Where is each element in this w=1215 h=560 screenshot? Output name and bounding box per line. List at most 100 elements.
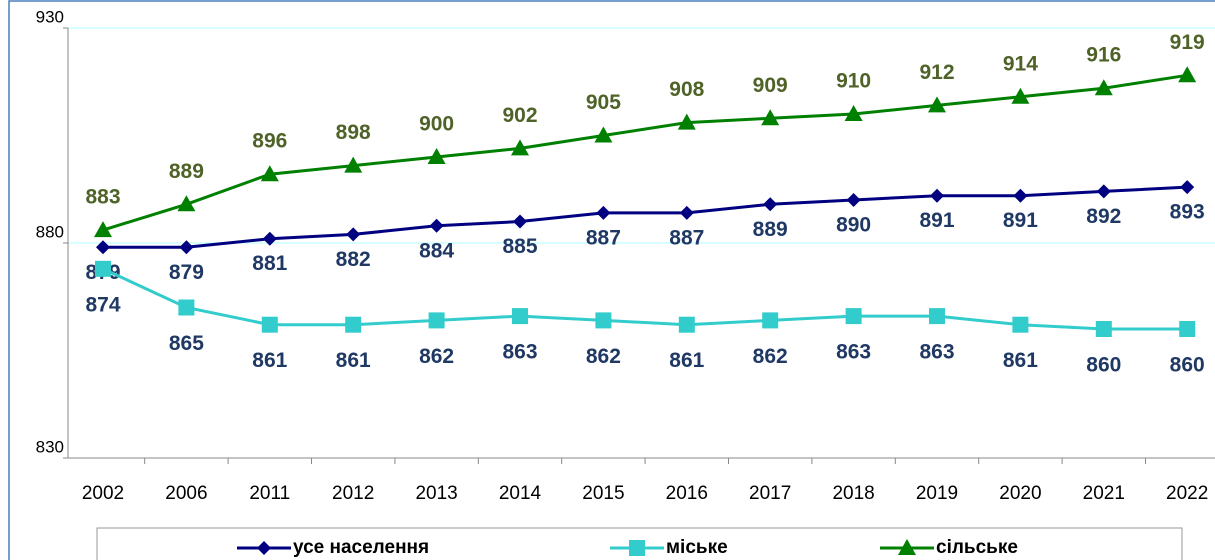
data-label: 861 [252,349,287,372]
data-label: 863 [502,341,537,364]
data-label: 914 [1003,52,1038,75]
x-tick-label: 2006 [165,483,207,504]
data-label: 883 [85,186,120,209]
data-label: 874 [85,293,120,316]
data-point [427,148,446,164]
data-label: 861 [336,349,371,372]
data-point [95,260,111,277]
legend-label: усе населення [293,537,429,558]
data-label: 881 [252,252,287,275]
data-label: 909 [753,74,788,97]
data-label: 898 [336,121,371,144]
data-label: 860 [1170,354,1205,377]
x-tick-label: 2012 [332,483,374,504]
data-point [928,96,946,113]
data-point [511,139,529,156]
data-label: 891 [919,209,954,232]
data-label: 905 [586,91,621,114]
data-point [1094,79,1113,96]
chart-border [8,0,1215,560]
series-line [103,185,1188,249]
data-point [1179,321,1196,337]
data-label: 919 [1170,31,1205,54]
data-label: 863 [836,341,871,364]
legend-marker [629,540,645,556]
data-point [179,240,194,255]
data-label: 862 [586,345,621,368]
data-point [763,197,778,212]
legend-label: сільське [936,537,1018,558]
x-tick-label: 2017 [749,483,791,504]
data-label: 860 [1086,354,1121,377]
data-point [344,156,363,173]
data-label: 890 [836,214,871,237]
data-point [513,214,527,229]
data-point [679,205,694,220]
x-tick-label: 2018 [832,483,874,504]
data-label: 896 [252,130,287,153]
legend-marker [898,539,916,555]
data-point [1178,66,1197,83]
legend-marker [257,541,271,555]
data-label: 882 [336,248,371,271]
data-point [346,227,361,242]
y-tick-label: 830 [36,437,64,456]
data-point [260,165,279,182]
data-label: 884 [419,239,454,262]
data-point [345,316,362,333]
data-label: 912 [919,61,954,84]
data-label: 916 [1086,44,1121,67]
y-tick-label: 880 [36,222,64,241]
data-point [429,218,444,233]
series-line [102,267,1188,331]
legend-label: міське [666,537,728,558]
data-point [96,240,110,255]
data-point [1095,321,1112,337]
data-point [846,193,861,207]
data-point [178,299,195,316]
x-tick-label: 2015 [582,483,624,504]
data-point [594,126,613,143]
data-label: 861 [1003,349,1038,372]
data-point [1012,316,1029,333]
data-point [678,316,695,333]
data-point [845,308,862,325]
data-point [512,308,528,325]
data-label: 893 [1170,201,1205,224]
data-label: 889 [169,160,204,183]
x-tick-label: 2016 [666,483,708,504]
data-point [94,221,112,238]
x-tick-label: 2011 [249,483,290,504]
data-label: 887 [669,226,704,249]
data-point [261,316,278,333]
data-point [177,195,196,212]
x-tick-label: 2020 [999,483,1041,504]
data-label: 900 [419,113,454,136]
data-label: 879 [169,261,204,284]
data-label: 887 [586,226,621,249]
data-label: 885 [502,235,537,258]
data-point [1013,188,1028,203]
x-tick-label: 2021 [1083,483,1125,504]
data-label: 910 [836,70,871,93]
data-point [929,308,945,325]
data-label: 862 [419,345,454,368]
data-label: 865 [169,332,204,355]
data-point [930,188,944,203]
data-label: 862 [753,345,788,368]
data-point [762,312,779,329]
data-point [1011,87,1030,104]
x-tick-label: 2013 [415,483,457,504]
x-tick-label: 2002 [82,483,124,504]
data-point [428,312,445,329]
data-point [844,105,863,121]
data-point [1180,180,1195,195]
data-label: 902 [502,104,537,127]
data-label: 891 [1003,209,1038,232]
x-tick-label: 2014 [499,483,542,504]
y-tick-label: 930 [36,7,64,26]
data-point [677,113,696,130]
data-label: 861 [669,349,704,372]
data-point [761,109,780,126]
